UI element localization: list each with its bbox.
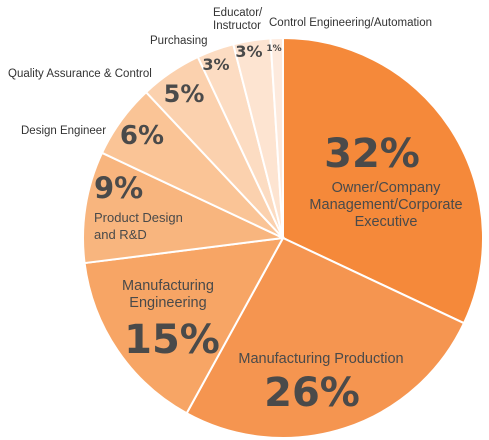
slice-category-label: Executive bbox=[355, 214, 418, 230]
slice-category-label: Design Engineer bbox=[21, 125, 106, 137]
pie-slice-3 bbox=[83, 236, 285, 415]
slice-category-label: Instructor bbox=[213, 20, 261, 32]
slice-category-label: Product Design bbox=[94, 210, 183, 225]
slice-percent-label: 9% bbox=[94, 171, 143, 205]
slice-percent-label: 6% bbox=[120, 121, 164, 151]
slice-category-label: Control Engineering/Automation bbox=[269, 17, 432, 29]
pie-slice-4 bbox=[82, 151, 287, 265]
slice-category-label: Engineering bbox=[129, 295, 206, 311]
pie-slice-9 bbox=[269, 36, 284, 239]
slice-percent-label: 3% bbox=[202, 55, 229, 74]
pie-slice-1 bbox=[282, 36, 484, 325]
slice-category-label: Purchasing bbox=[150, 35, 208, 47]
slice-percent-label: 15% bbox=[124, 317, 220, 363]
slice-percent-label: 3% bbox=[235, 42, 262, 61]
slice-category-label: Management/Corporate bbox=[309, 197, 462, 213]
slice-percent-label: 26% bbox=[264, 370, 360, 416]
slice-category-label: Educator/ bbox=[213, 7, 263, 19]
slice-category-label: Quality Assurance & Control bbox=[8, 68, 152, 80]
slice-percent-label: 1% bbox=[266, 44, 281, 54]
slice-percent-label: 32% bbox=[324, 131, 420, 177]
slice-category-label: Manufacturing bbox=[122, 278, 214, 294]
slice-category-label: Manufacturing Production bbox=[238, 351, 403, 367]
slice-percent-label: 5% bbox=[164, 80, 205, 108]
slice-category-label: Owner/Company bbox=[332, 180, 442, 196]
slice-category-label: and R&D bbox=[94, 227, 147, 242]
